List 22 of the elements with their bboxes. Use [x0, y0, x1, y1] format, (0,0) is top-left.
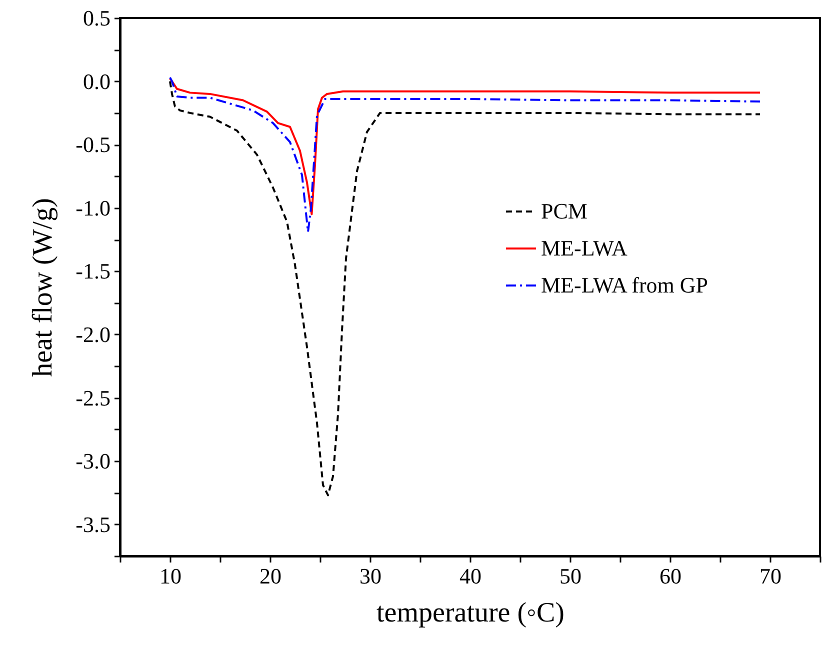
- y-tick-label: -1.5: [76, 258, 110, 284]
- y-tick-label: -2.0: [76, 322, 110, 347]
- legend-label: PCM: [541, 198, 588, 224]
- y-tick-label: -2.5: [76, 385, 110, 410]
- line-series: [169, 80, 761, 496]
- x-tick-label: 50: [560, 564, 582, 588]
- x-tick-label: 10: [160, 564, 182, 588]
- y-tick-label: 0.5: [83, 6, 110, 30]
- legend-label: ME-LWA from GP: [541, 272, 708, 298]
- x-tick-label: 20: [260, 564, 282, 588]
- y-tick-label: 0.0: [83, 68, 110, 94]
- x-tick-label: 30: [360, 564, 382, 588]
- x-tick-label: 40: [460, 564, 482, 588]
- x-tick-label: 70: [760, 564, 782, 588]
- x-axis-title: temperature (◦C): [376, 598, 564, 628]
- y-tick-label: -3.0: [76, 448, 110, 474]
- y-tick-label: -3.5: [76, 512, 110, 537]
- y-axis-title: heat flow (W/g): [28, 198, 59, 377]
- x-tick-label: 60: [660, 564, 682, 588]
- y-tick-label: -1.0: [76, 195, 110, 220]
- legend-label: ME-LWA: [541, 236, 628, 261]
- y-tick-label: -0.5: [76, 132, 110, 158]
